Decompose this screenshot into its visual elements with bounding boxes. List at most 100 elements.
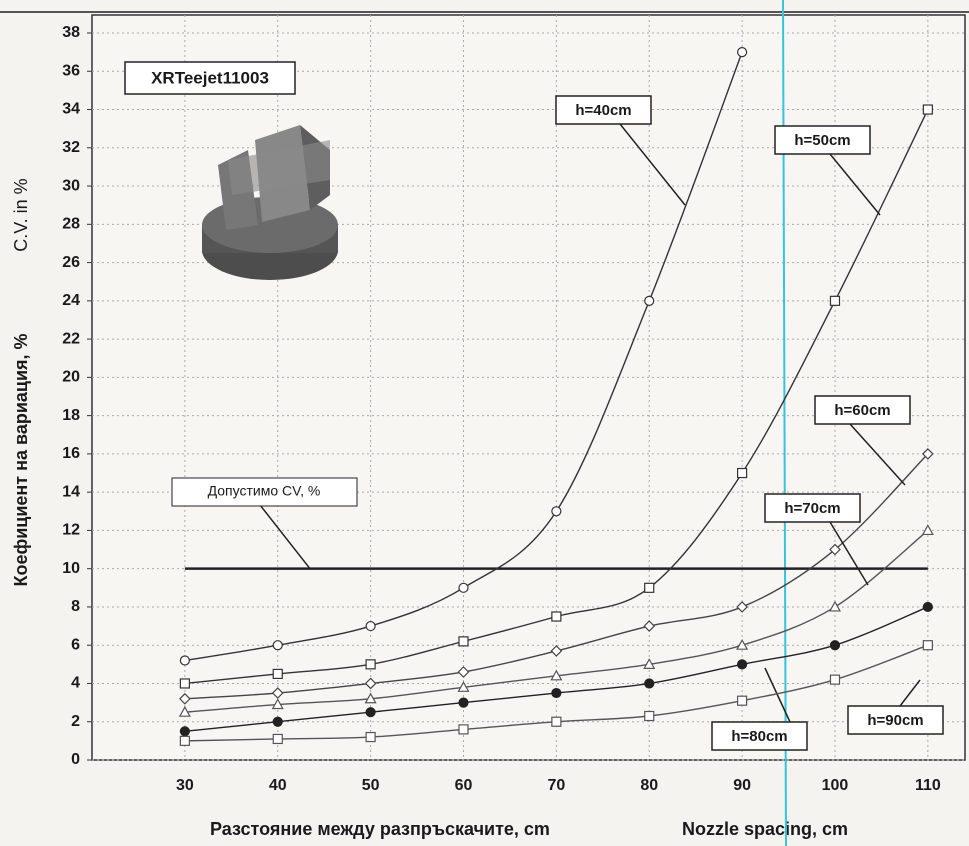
x-tick-label: 60 (455, 777, 473, 794)
marker (364, 677, 377, 690)
y-tick-label: 38 (62, 24, 80, 41)
y-tick-label: 0 (71, 751, 80, 768)
marker (737, 47, 748, 58)
chart-title: XRTeejet11003 (151, 68, 269, 87)
legend-label: h=90cm (867, 712, 923, 729)
marker (272, 640, 283, 651)
marker (737, 467, 748, 479)
marker (179, 735, 190, 746)
title-box (124, 61, 296, 95)
marker (921, 524, 934, 536)
leader-line (619, 123, 686, 206)
marker (364, 692, 377, 704)
marker (828, 600, 841, 612)
marker (644, 710, 655, 722)
marker (179, 655, 190, 666)
leader-line (829, 521, 869, 586)
legend-box (764, 493, 861, 523)
marker (458, 724, 469, 735)
y-tick-label: 8 (71, 598, 80, 615)
y-tick-label: 26 (62, 254, 80, 271)
marker (736, 638, 749, 650)
marker (550, 645, 563, 657)
y-tick-label: 36 (62, 62, 80, 79)
series-line (184, 453, 929, 700)
marker (644, 295, 655, 306)
marker (551, 687, 562, 699)
marker (922, 448, 934, 460)
legend-box (774, 125, 871, 155)
y-axis-label-en: C.V. in % (11, 178, 31, 251)
label-box (171, 477, 358, 507)
marker (922, 104, 933, 115)
y-tick-label: 24 (62, 292, 80, 309)
marker (829, 640, 841, 651)
x-axis-label: Разстояние между разпръскачите, cm (210, 819, 550, 839)
x-axis-label-en: Nozzle spacing, cm (682, 819, 848, 839)
marker (829, 295, 841, 306)
marker (365, 731, 376, 743)
marker (829, 543, 841, 556)
marker (550, 669, 563, 681)
y-tick-label: 4 (71, 675, 80, 692)
legend-box (555, 95, 652, 125)
legend-label: h=70cm (784, 500, 840, 517)
leader-line (899, 679, 921, 707)
x-tick-label: 50 (362, 777, 380, 794)
marker (179, 692, 191, 705)
marker (271, 687, 284, 699)
x-tick-label: 70 (547, 777, 565, 794)
y-tick-label: 6 (71, 636, 80, 653)
marker (458, 636, 469, 647)
y-tick-label: 2 (71, 713, 80, 730)
marker (457, 666, 470, 678)
marker (644, 678, 655, 689)
marker (457, 681, 470, 692)
x-tick-label: 40 (269, 777, 287, 794)
legend-box (711, 721, 808, 751)
marker (179, 726, 190, 737)
marker (643, 620, 656, 632)
leader-line (259, 504, 311, 570)
x-tick-label: 30 (176, 777, 194, 794)
series-line (184, 51, 743, 662)
legend-label: h=80cm (731, 728, 787, 745)
leader-line (764, 667, 791, 723)
y-axis-label: Коефициент на вариация, % (11, 333, 31, 586)
marker (737, 695, 748, 706)
y-tick-label: 20 (62, 369, 80, 386)
y-tick-label: 14 (62, 483, 80, 500)
reference-label: Допустимо CV, % (208, 483, 321, 499)
y-tick-label: 16 (62, 445, 80, 462)
marker (272, 668, 283, 680)
marker (272, 716, 283, 727)
x-tick-label: 110 (915, 777, 941, 794)
y-tick-label: 18 (62, 407, 80, 424)
marker (644, 582, 655, 593)
marker (829, 674, 841, 685)
y-tick-label: 30 (62, 177, 80, 194)
marker (643, 658, 656, 669)
leader-line (849, 423, 906, 486)
y-tick-label: 28 (62, 216, 80, 233)
marker (736, 601, 748, 613)
marker (271, 698, 284, 710)
nozzle-image (202, 125, 338, 280)
marker (365, 707, 376, 718)
y-tick-label: 32 (62, 139, 80, 156)
marker (922, 601, 933, 613)
x-tick-label: 100 (822, 777, 849, 794)
legend-label: h=50cm (794, 132, 850, 149)
y-tick-label: 12 (62, 522, 80, 539)
marker (458, 697, 469, 708)
legend-box (847, 705, 944, 735)
marker (365, 620, 376, 632)
y-tick-label: 10 (62, 560, 80, 577)
legend-label: h=60cm (834, 402, 890, 419)
x-tick-label: 80 (640, 777, 658, 794)
marker (178, 705, 191, 717)
leader-line (829, 153, 881, 216)
y-tick-label: 22 (62, 330, 80, 347)
x-tick-label: 90 (733, 777, 751, 794)
